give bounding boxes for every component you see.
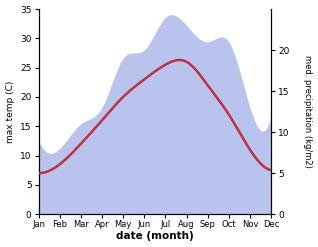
Y-axis label: max temp (C): max temp (C)	[5, 80, 15, 143]
X-axis label: date (month): date (month)	[116, 231, 194, 242]
Y-axis label: med. precipitation (kg/m2): med. precipitation (kg/m2)	[303, 55, 313, 168]
